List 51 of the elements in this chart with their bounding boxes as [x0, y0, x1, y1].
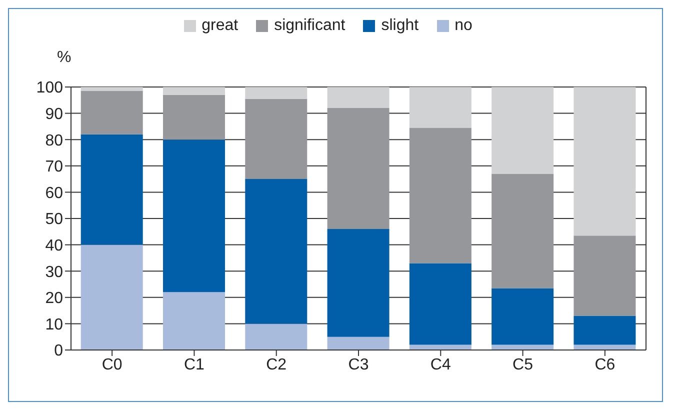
bar — [409, 87, 472, 128]
x-tick-label: C6 — [594, 356, 616, 374]
bar — [327, 229, 390, 337]
bar — [245, 98, 308, 180]
bar — [327, 87, 390, 108]
bar — [574, 236, 636, 316]
bar — [327, 108, 390, 230]
x-tick-label: C2 — [266, 356, 287, 374]
y-tick-label: 70 — [45, 158, 64, 176]
bar — [574, 344, 636, 350]
bar — [409, 344, 472, 350]
y-tick-label: 20 — [45, 290, 64, 308]
bar — [245, 324, 308, 350]
legend-label: great — [200, 17, 238, 35]
y-tick-label: 90 — [45, 106, 64, 123]
bar — [409, 263, 472, 345]
bar — [163, 87, 225, 95]
bar — [492, 288, 554, 345]
y-tick-label: 10 — [45, 316, 64, 334]
bar — [574, 316, 636, 345]
bar — [492, 87, 554, 174]
bar — [80, 134, 143, 245]
bar — [492, 174, 554, 288]
bar — [245, 179, 308, 324]
x-tick-label: C5 — [512, 356, 534, 374]
x-tick-label: C0 — [102, 356, 122, 374]
bar — [245, 87, 308, 99]
bar — [163, 140, 225, 292]
x-tick-label: C1 — [184, 356, 205, 374]
y-tick-label: 80 — [45, 132, 64, 150]
legend-label: slight — [380, 17, 419, 35]
bar — [327, 336, 390, 350]
y-tick-label: 50 — [45, 211, 64, 228]
legend-label: significant — [273, 17, 346, 35]
bar — [80, 244, 143, 350]
bar — [574, 87, 636, 236]
bar — [409, 128, 472, 264]
y-tick-label: 0 — [54, 342, 64, 360]
bar — [80, 90, 143, 134]
x-tick-label: C3 — [348, 356, 369, 374]
y-tick-label: 30 — [45, 264, 64, 281]
y-axis-title: % — [57, 49, 72, 67]
bar — [163, 94, 225, 140]
bar — [80, 87, 143, 91]
y-tick-label: 100 — [36, 80, 64, 97]
y-tick-label: 40 — [45, 237, 64, 254]
x-tick-label: C4 — [430, 356, 451, 374]
legend-label: no — [454, 17, 472, 35]
bar — [163, 292, 225, 350]
bar — [492, 344, 554, 350]
y-tick-label: 60 — [45, 184, 64, 202]
